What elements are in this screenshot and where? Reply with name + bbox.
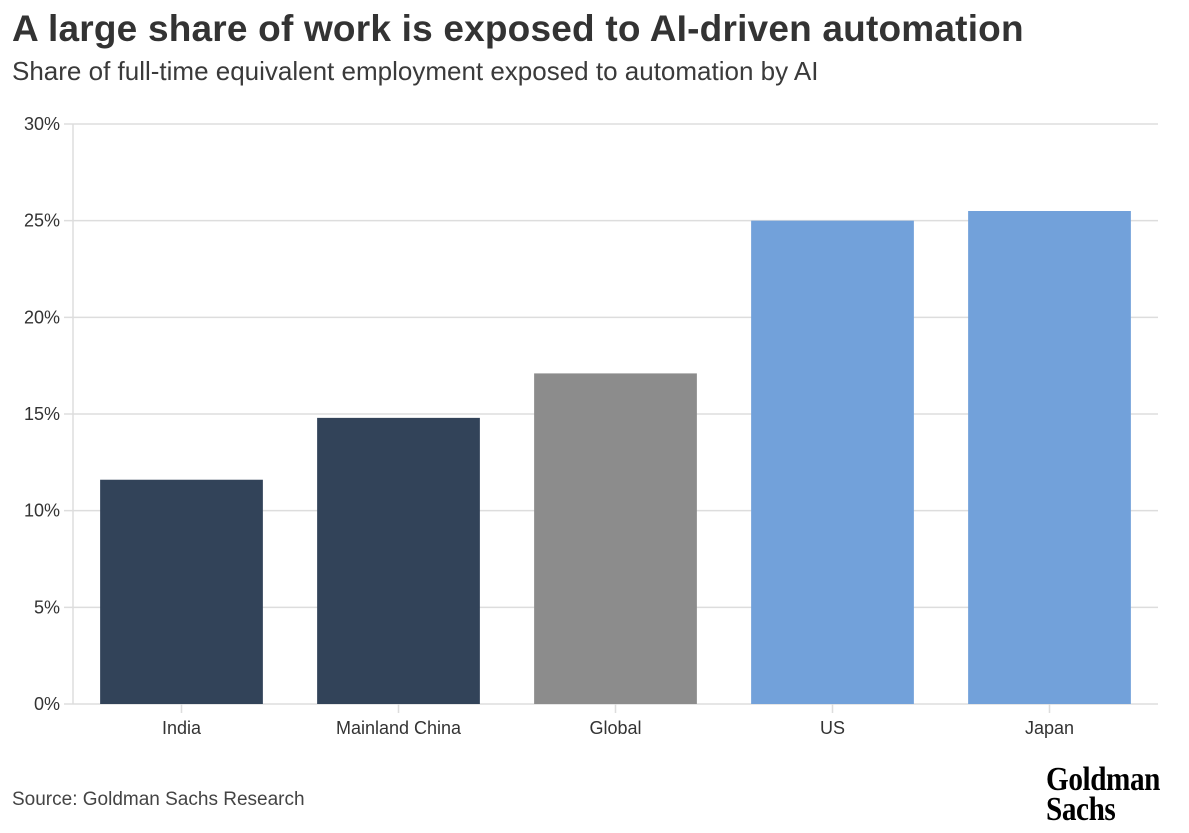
y-tick-label: 5% bbox=[34, 597, 60, 617]
goldman-sachs-logo: Goldman Sachs bbox=[1046, 761, 1160, 828]
source-note: Source: Goldman Sachs Research bbox=[12, 789, 305, 810]
bar-india bbox=[100, 479, 263, 704]
y-tick-label: 0% bbox=[34, 694, 60, 714]
x-tick-label: Global bbox=[589, 718, 641, 738]
y-tick-label: 25% bbox=[24, 211, 60, 231]
chart-subtitle: Share of full-time equivalent employment… bbox=[12, 56, 819, 86]
y-tick-label: 10% bbox=[24, 501, 60, 521]
logo-line-2: Sachs bbox=[1046, 791, 1116, 828]
x-tick-label: US bbox=[820, 718, 845, 738]
chart-title: A large share of work is exposed to AI-d… bbox=[12, 8, 1024, 49]
x-tick-label: Japan bbox=[1025, 718, 1074, 738]
y-tick-label: 20% bbox=[24, 307, 60, 327]
x-tick-label: Mainland China bbox=[336, 718, 462, 738]
y-axis-tick-labels: 0% 5% 10% 15% 20% 25% 30% bbox=[24, 114, 60, 714]
bar-japan bbox=[968, 211, 1131, 704]
y-tick-label: 30% bbox=[24, 114, 60, 134]
logo-line-1: Goldman bbox=[1046, 761, 1160, 798]
bars bbox=[100, 211, 1131, 704]
bar-mainland-china bbox=[317, 417, 480, 704]
y-tick-label: 15% bbox=[24, 404, 60, 424]
x-axis: India Mainland China Global US Japan bbox=[162, 704, 1074, 738]
bar-global bbox=[534, 373, 697, 704]
bar-us bbox=[751, 220, 914, 704]
x-tick-label: India bbox=[162, 718, 202, 738]
